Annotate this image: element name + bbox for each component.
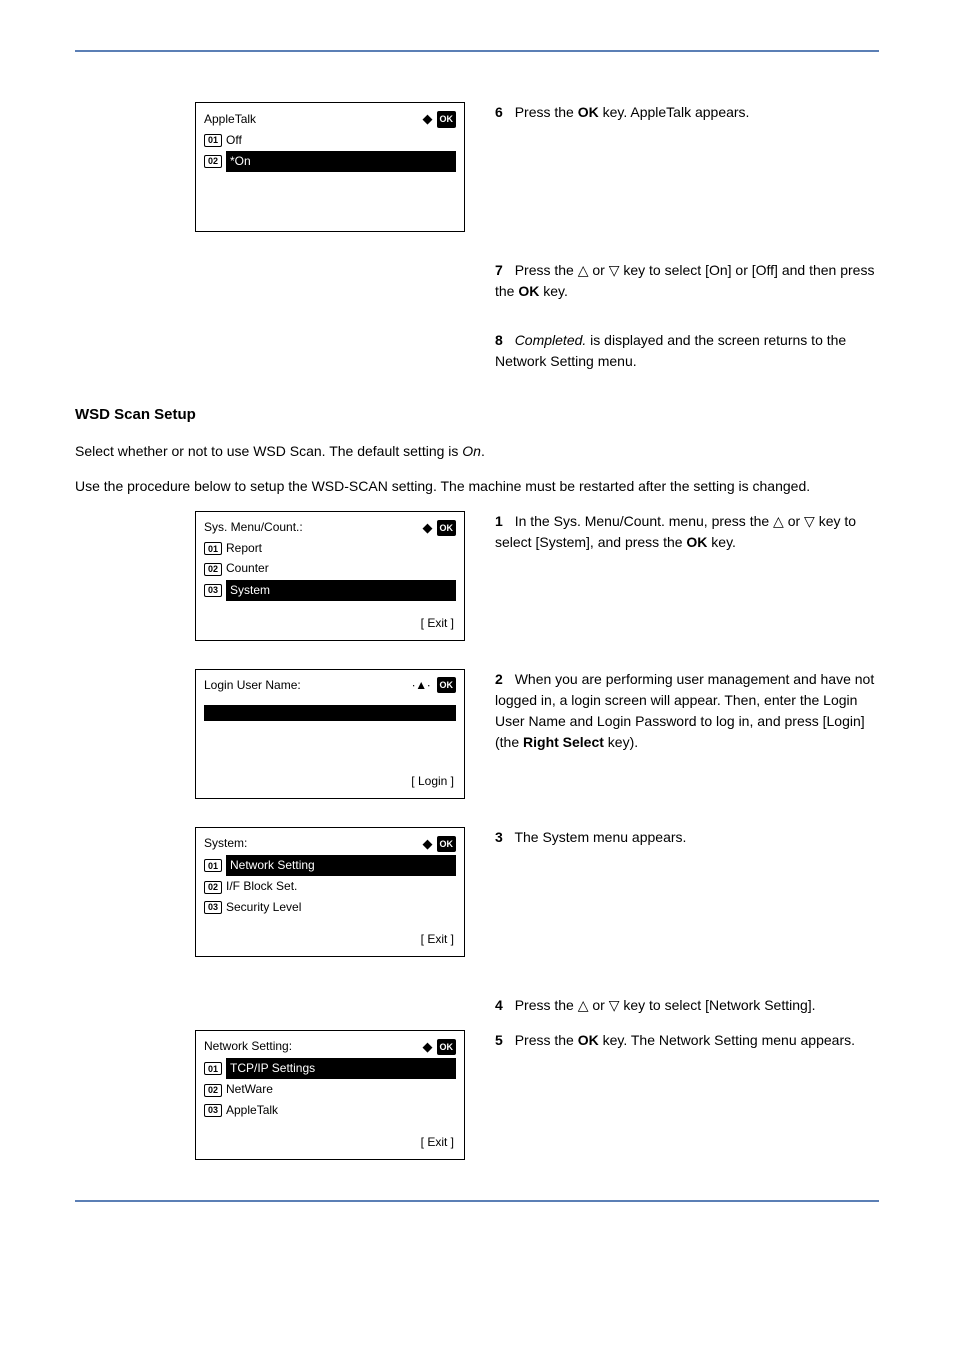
wsd-step-4-row: 4 Press the △ or ▽ key to select [Networ… [75, 995, 879, 1016]
lcd-title: AppleTalk [204, 110, 256, 129]
line-num: 01 [204, 542, 222, 555]
step-text: The System menu appears. [514, 829, 686, 845]
wsd-step-5-row: Network Setting: ◆ OK 01 TCP/IP Settings… [75, 1030, 879, 1160]
lcd-line-selected: System [226, 580, 456, 601]
step-text: Press the OK key. The Network Setting me… [515, 1032, 855, 1048]
wsd-step-1-row: Sys. Menu/Count.: ◆ OK 01 Report 02 Coun… [75, 511, 879, 641]
lcd-title: Login User Name: [204, 676, 301, 695]
lcd-line-selected: *On [226, 151, 456, 172]
ok-icon: OK [437, 1039, 457, 1055]
lcd-line-selected: Network Setting [226, 855, 456, 876]
text-frag: key. [539, 283, 568, 299]
nav-arrows-icon: ◆ [423, 518, 431, 539]
line-num: 03 [204, 584, 222, 597]
line-num: 01 [204, 1062, 222, 1075]
line-num: 02 [204, 563, 222, 576]
nav-arrows-icon: ◆ [423, 834, 431, 855]
step-number: 1 [495, 513, 503, 529]
lcd-line-text: Report [226, 539, 262, 558]
lcd-softkey: [ Login ] [411, 772, 454, 791]
key-name: OK [578, 104, 599, 120]
lcd-softkey: [ Exit ] [421, 614, 454, 633]
default-value: On [462, 443, 481, 459]
key-name: OK [518, 283, 539, 299]
text-frag: key. The Network Setting menu appears. [599, 1032, 855, 1048]
lcd-network-setting: Network Setting: ◆ OK 01 TCP/IP Settings… [195, 1030, 465, 1160]
lcd-line-selected: TCP/IP Settings [226, 1058, 456, 1079]
wsd-step-3-row: System: ◆ OK 01 Network Setting 02 I/F B… [75, 827, 879, 957]
completed-text: Completed. [515, 332, 587, 348]
nav-arrows-dotted-icon: ∙▲∙ [412, 676, 431, 695]
step-number: 8 [495, 332, 503, 348]
footer-rule [75, 1200, 879, 1202]
line-num: 03 [204, 1104, 222, 1117]
lcd-sysmenu: Sys. Menu/Count.: ◆ OK 01 Report 02 Coun… [195, 511, 465, 641]
step-8-row: 8 Completed. is displayed and the screen… [75, 330, 879, 372]
step-number: 5 [495, 1032, 503, 1048]
nav-arrows-icon: ◆ [423, 1037, 431, 1058]
wsd-step-2-row: Login User Name: ∙▲∙ OK [ Login ] 2 When… [75, 669, 879, 799]
step-number: 7 [495, 262, 503, 278]
header-rule [75, 50, 879, 52]
lcd-system: System: ◆ OK 01 Network Setting 02 I/F B… [195, 827, 465, 957]
lcd-appletalk: AppleTalk ◆ OK 01 Off 02 *On [195, 102, 465, 232]
line-num: 02 [204, 881, 222, 894]
key-name: OK [578, 1032, 599, 1048]
wsd-para-2: Use the procedure below to setup the WSD… [75, 476, 879, 497]
lcd-line-text: Off [226, 131, 242, 150]
lcd-line-text: I/F Block Set. [226, 877, 297, 896]
lcd-softkey: [ Exit ] [421, 1133, 454, 1152]
text-frag: key. [707, 534, 736, 550]
key-name: Right Select [523, 734, 604, 750]
key-name: OK [686, 534, 707, 550]
lcd-line-text: AppleTalk [226, 1101, 278, 1120]
step-number: 4 [495, 997, 503, 1013]
wsd-para-1: Select whether or not to use WSD Scan. T… [75, 441, 879, 462]
text-frag: key. AppleTalk appears. [599, 104, 750, 120]
lcd-line-text: Security Level [226, 898, 301, 917]
text-frag: Select whether or not to use WSD Scan. T… [75, 443, 462, 459]
text-frag: key). [604, 734, 638, 750]
step-number: 3 [495, 829, 503, 845]
step-text: Press the △ or ▽ key to select [Network … [515, 997, 816, 1013]
text-frag: Press the [515, 104, 578, 120]
text-frag: In the Sys. Menu/Count. menu, press the … [495, 513, 856, 550]
ok-icon: OK [437, 111, 457, 127]
step-number: 6 [495, 104, 503, 120]
login-input-line [204, 705, 456, 725]
text-frag: . [481, 443, 485, 459]
text-frag: Press the [515, 1032, 578, 1048]
step-6-row: AppleTalk ◆ OK 01 Off 02 *On 6 Press the… [75, 102, 879, 232]
lcd-softkey: [ Exit ] [421, 930, 454, 949]
lcd-title: Sys. Menu/Count.: [204, 518, 303, 537]
line-num: 01 [204, 134, 222, 147]
line-num: 01 [204, 859, 222, 872]
step-text: Press the △ or ▽ key to select [On] or [… [495, 262, 874, 299]
ok-icon: OK [437, 836, 457, 852]
ok-icon: OK [437, 677, 457, 693]
ok-icon: OK [437, 520, 457, 536]
step-text: Completed. is displayed and the screen r… [495, 332, 846, 369]
step-number: 2 [495, 671, 503, 687]
step-7-row: 7 Press the △ or ▽ key to select [On] or… [75, 260, 879, 302]
section-heading: WSD Scan Setup [75, 404, 879, 427]
lcd-login: Login User Name: ∙▲∙ OK [ Login ] [195, 669, 465, 799]
lcd-line-text: NetWare [226, 1080, 273, 1099]
line-num: 03 [204, 901, 222, 914]
line-num: 02 [204, 155, 222, 168]
line-num: 02 [204, 1084, 222, 1097]
nav-arrows-icon: ◆ [423, 109, 431, 130]
step-text: Press the OK key. AppleTalk appears. [515, 104, 750, 120]
lcd-title: Network Setting: [204, 1037, 292, 1056]
step-text: In the Sys. Menu/Count. menu, press the … [495, 513, 856, 550]
lcd-line-text: Counter [226, 559, 269, 578]
step-text: When you are performing user management … [495, 671, 874, 750]
lcd-title: System: [204, 834, 247, 853]
